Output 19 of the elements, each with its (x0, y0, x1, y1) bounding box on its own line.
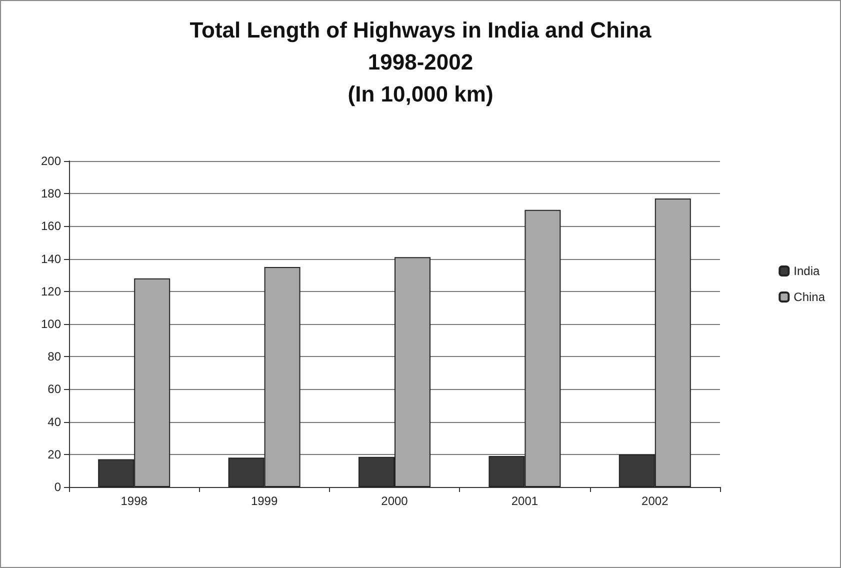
x-tick-label: 1998 (120, 494, 148, 508)
x-tick-label: 2001 (511, 494, 538, 508)
y-tick-label: 60 (48, 382, 62, 396)
y-tick-label: 160 (40, 219, 62, 234)
legend-label: India (794, 264, 820, 278)
y-tick-label: 100 (40, 317, 62, 331)
x-tick-label: 2000 (381, 494, 408, 508)
y-tick-label: 140 (40, 252, 62, 266)
chart-title: Total Length of Highways in India and China 1998-2002 (In 10,000 km) (190, 18, 652, 106)
y-tick-label: 80 (48, 350, 62, 364)
x-tick-label: 2002 (642, 494, 669, 508)
y-tick-label: 120 (40, 284, 62, 298)
y-tick-label: 20 (48, 447, 62, 462)
y-tick-label: 0 (54, 480, 62, 494)
legend-label: China (794, 290, 826, 304)
y-tick-label: 200 (40, 154, 62, 168)
y-tick-label: 40 (48, 414, 62, 429)
x-tick-label: 1999 (250, 494, 278, 508)
y-tick-label: 180 (40, 186, 62, 201)
